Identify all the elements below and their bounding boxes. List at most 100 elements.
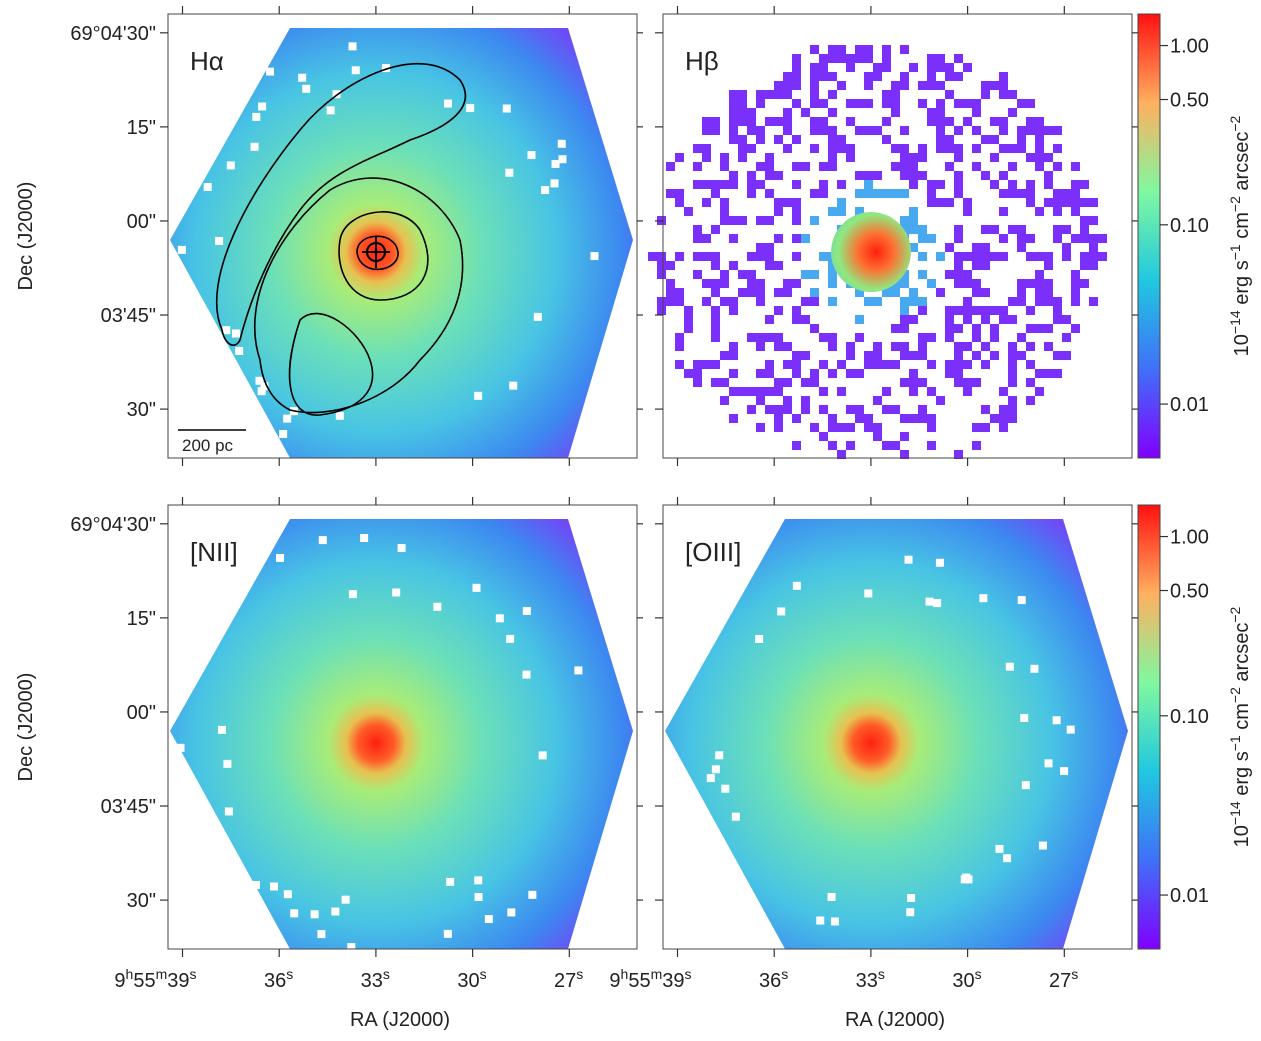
map-pixel bbox=[972, 252, 981, 261]
map-pixel bbox=[954, 306, 963, 315]
map-pixel bbox=[1035, 135, 1044, 144]
map-pixel bbox=[900, 351, 909, 360]
map-pixel bbox=[819, 387, 828, 396]
map-pixel bbox=[954, 234, 963, 243]
map-pixel bbox=[1053, 297, 1062, 306]
map-pixel bbox=[756, 90, 765, 99]
map-hole bbox=[232, 329, 241, 338]
map-pixel bbox=[765, 189, 774, 198]
map-pixel bbox=[873, 171, 882, 180]
map-pixel bbox=[792, 369, 801, 378]
map-pixel bbox=[891, 99, 900, 108]
map-pixel bbox=[891, 342, 900, 351]
map-pixel bbox=[999, 252, 1008, 261]
map-pixel bbox=[1008, 342, 1017, 351]
map-pixel bbox=[1044, 252, 1053, 261]
map-hole bbox=[381, 64, 390, 73]
map-pixel bbox=[801, 108, 810, 117]
map-pixel bbox=[900, 144, 909, 153]
map-pixel bbox=[1026, 324, 1035, 333]
label-part: 36 bbox=[264, 970, 286, 992]
map-pixel bbox=[747, 333, 756, 342]
map-pixel bbox=[846, 144, 855, 153]
map-hole bbox=[507, 908, 516, 917]
map-pixel bbox=[954, 99, 963, 108]
map-pixel bbox=[882, 387, 891, 396]
map-pixel bbox=[1071, 180, 1080, 189]
map-pixel bbox=[882, 63, 891, 72]
map-pixel bbox=[918, 378, 927, 387]
map-pixel bbox=[954, 279, 963, 288]
map-pixel bbox=[1017, 243, 1026, 252]
map-pixel bbox=[729, 171, 738, 180]
map-pixel bbox=[864, 360, 873, 369]
label-part: −2 bbox=[1227, 606, 1243, 622]
map-pixel bbox=[864, 297, 873, 306]
map-pixel bbox=[873, 432, 882, 441]
map-pixel bbox=[909, 207, 918, 216]
map-pixel bbox=[1071, 324, 1080, 333]
map-pixel bbox=[774, 378, 783, 387]
map-pixel bbox=[738, 144, 747, 153]
label-part: −2 bbox=[1227, 687, 1243, 703]
map-pixel bbox=[945, 198, 954, 207]
map-pixel bbox=[963, 378, 972, 387]
map-hole bbox=[755, 634, 764, 643]
map-pixel bbox=[882, 90, 891, 99]
map-pixel bbox=[810, 189, 819, 198]
label-part: −2 bbox=[1227, 115, 1243, 131]
map-pixel bbox=[900, 315, 909, 324]
map-pixel bbox=[981, 90, 990, 99]
map-pixel bbox=[747, 117, 756, 126]
map-hole bbox=[740, 909, 749, 918]
map-pixel bbox=[729, 99, 738, 108]
map-pixel bbox=[891, 162, 900, 171]
map-hole bbox=[392, 588, 401, 597]
map-pixel bbox=[738, 108, 747, 117]
map-pixel bbox=[657, 270, 666, 279]
map-pixel bbox=[909, 414, 918, 423]
map-pixel bbox=[954, 171, 963, 180]
map-hole bbox=[506, 634, 515, 643]
label-part: 27 bbox=[1049, 970, 1071, 992]
map-pixel bbox=[675, 297, 684, 306]
map-pixel bbox=[909, 378, 918, 387]
map-pixel bbox=[1017, 99, 1026, 108]
map-pixel bbox=[945, 135, 954, 144]
map-pixel bbox=[810, 72, 819, 81]
colorbar-tick-label: 1.00 bbox=[1170, 36, 1209, 58]
map-pixel bbox=[900, 81, 909, 90]
map-pixel bbox=[828, 342, 837, 351]
map-pixel bbox=[756, 297, 765, 306]
map-pixel bbox=[1026, 396, 1035, 405]
label-part: 30 bbox=[952, 970, 974, 992]
map-pixel bbox=[909, 387, 918, 396]
map-hole bbox=[266, 67, 275, 76]
map-pixel bbox=[1044, 153, 1053, 162]
map-hole bbox=[933, 599, 942, 608]
map-hole bbox=[557, 139, 566, 148]
map-pixel bbox=[684, 369, 693, 378]
map-pixel bbox=[828, 414, 837, 423]
map-pixel bbox=[1080, 234, 1089, 243]
map-hexagon bbox=[170, 519, 633, 949]
label-part: −14 bbox=[1227, 801, 1243, 825]
map-pixel bbox=[1008, 189, 1017, 198]
map-hole bbox=[979, 594, 988, 603]
map-pixel bbox=[1053, 207, 1062, 216]
map-pixel bbox=[945, 243, 954, 252]
map-pixel bbox=[756, 126, 765, 135]
map-pixel bbox=[774, 288, 783, 297]
map-hole bbox=[224, 807, 233, 816]
map-pixel bbox=[909, 351, 918, 360]
map-pixel bbox=[900, 432, 909, 441]
map-pixel bbox=[693, 144, 702, 153]
label-part: h bbox=[621, 966, 629, 982]
y-axis-label: Dec (J2000) bbox=[15, 673, 37, 782]
map-pixel bbox=[936, 81, 945, 90]
map-pixel bbox=[855, 189, 864, 198]
x-tick-label: 9h55m39s bbox=[609, 966, 691, 992]
map-hole bbox=[528, 890, 537, 899]
map-pixel bbox=[882, 45, 891, 54]
map-pixel bbox=[1008, 360, 1017, 369]
